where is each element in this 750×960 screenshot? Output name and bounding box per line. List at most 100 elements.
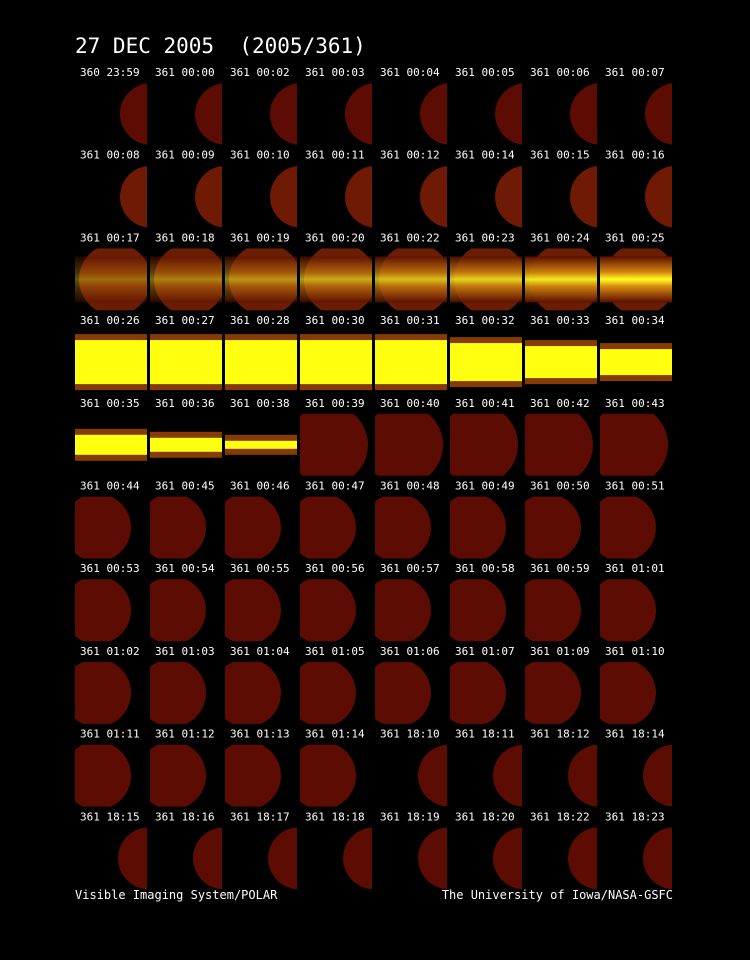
frame-label: 361 01:06 xyxy=(380,645,440,658)
thumbnail xyxy=(375,413,443,476)
frame-label: 361 01:10 xyxy=(605,645,665,658)
frame-label: 361 00:36 xyxy=(155,397,215,410)
frame-label: 361 00:19 xyxy=(230,231,290,244)
earth-disk xyxy=(375,579,431,642)
frame-label: 361 00:30 xyxy=(305,314,365,327)
thumbnail xyxy=(525,413,593,476)
thumbnail xyxy=(75,579,131,642)
thumbnail xyxy=(150,431,222,458)
frame-label: 361 00:43 xyxy=(605,397,665,410)
thumbnail xyxy=(568,744,597,807)
frame-label: 361 01:11 xyxy=(80,728,140,741)
earth-disk xyxy=(375,661,431,724)
frame-label: 361 01:04 xyxy=(230,645,290,658)
saturated-band xyxy=(225,440,297,449)
thumbnail xyxy=(150,496,206,559)
thumbnail xyxy=(270,83,297,145)
thumbnail xyxy=(300,579,356,642)
thumbnail xyxy=(493,827,522,890)
earth-disk xyxy=(420,83,447,145)
earth-disk xyxy=(225,496,281,559)
frame-label: 361 18:11 xyxy=(455,728,515,741)
thumbnail xyxy=(570,165,597,228)
frame-label: 361 00:33 xyxy=(530,314,590,327)
frame-label: 361 01:05 xyxy=(305,645,365,658)
frame-label: 361 00:27 xyxy=(155,314,215,327)
frame-label: 361 00:46 xyxy=(230,480,290,493)
frame-label: 361 00:07 xyxy=(605,66,665,79)
earth-disk xyxy=(645,165,672,228)
frame-label: 361 00:54 xyxy=(155,562,215,575)
earth-disk xyxy=(568,744,597,807)
earth-disk xyxy=(300,744,356,807)
thumbnail xyxy=(150,579,206,642)
frame-label: 361 00:11 xyxy=(305,149,365,162)
earth-disk xyxy=(75,744,131,807)
thumbnail xyxy=(450,661,506,724)
frame-label: 361 00:51 xyxy=(605,480,665,493)
thumbnail xyxy=(600,661,656,724)
thumbnail xyxy=(375,248,447,311)
thumbnail xyxy=(375,334,447,391)
frame-label: 361 00:02 xyxy=(230,66,290,79)
earth-disk xyxy=(600,579,656,642)
earth-disk xyxy=(75,661,131,724)
earth-disk xyxy=(375,496,431,559)
frame-label: 361 00:22 xyxy=(380,231,440,244)
frame-label: 361 18:14 xyxy=(605,728,665,741)
thumbnail xyxy=(300,744,356,807)
frame-label: 361 00:50 xyxy=(530,480,590,493)
thumbnail xyxy=(495,83,522,145)
thumbnail xyxy=(75,428,147,461)
thumbnail xyxy=(225,661,281,724)
thumbnail xyxy=(450,579,506,642)
earth-disk xyxy=(643,827,672,890)
thumbnail xyxy=(300,248,372,311)
frame-label: 361 00:41 xyxy=(455,397,515,410)
frame-label: 361 00:47 xyxy=(305,480,365,493)
thumbnail xyxy=(225,334,297,391)
thumbnail xyxy=(75,661,131,724)
frame-label: 361 00:56 xyxy=(305,562,365,575)
earth-disk xyxy=(600,496,656,559)
earth-disk xyxy=(420,165,447,228)
thumbnail xyxy=(643,744,672,807)
earth-disk xyxy=(450,661,506,724)
footer-right: The University of Iowa/NASA-GSFC xyxy=(442,888,673,902)
thumbnail xyxy=(75,744,131,807)
frame-label: 361 00:40 xyxy=(380,397,440,410)
glow-band xyxy=(300,256,372,303)
earth-disk xyxy=(300,413,368,476)
frame-label: 361 00:55 xyxy=(230,562,290,575)
earth-disk xyxy=(450,496,506,559)
frame-label: 361 18:19 xyxy=(380,810,440,823)
frame-label: 361 00:42 xyxy=(530,397,590,410)
saturated-band xyxy=(75,340,147,385)
earth-disk xyxy=(495,165,522,228)
thumbnail xyxy=(268,827,297,890)
frame-label: 361 18:15 xyxy=(80,810,140,823)
saturated-band xyxy=(150,340,222,385)
thumbnail xyxy=(150,334,222,391)
frame-label: 361 00:14 xyxy=(455,149,515,162)
thumbnail xyxy=(75,496,131,559)
earth-disk xyxy=(375,413,443,476)
frame-label: 361 18:18 xyxy=(305,810,365,823)
thumbnail xyxy=(75,334,147,391)
footer-left: Visible Imaging System/POLAR xyxy=(75,888,278,902)
earth-disk xyxy=(570,165,597,228)
thumbnail xyxy=(300,413,368,476)
frame-label: 361 18:20 xyxy=(455,810,515,823)
thumbnail xyxy=(525,340,597,385)
saturated-band xyxy=(150,437,222,452)
frame-label: 361 00:20 xyxy=(305,231,365,244)
thumbnail xyxy=(120,165,147,228)
frame-label: 361 01:03 xyxy=(155,645,215,658)
saturated-band xyxy=(75,434,147,455)
earth-disk xyxy=(345,165,372,228)
frame-label: 361 00:38 xyxy=(230,397,290,410)
frame-label: 361 00:25 xyxy=(605,231,665,244)
frame-label: 361 18:23 xyxy=(605,810,665,823)
thumbnail xyxy=(225,744,281,807)
